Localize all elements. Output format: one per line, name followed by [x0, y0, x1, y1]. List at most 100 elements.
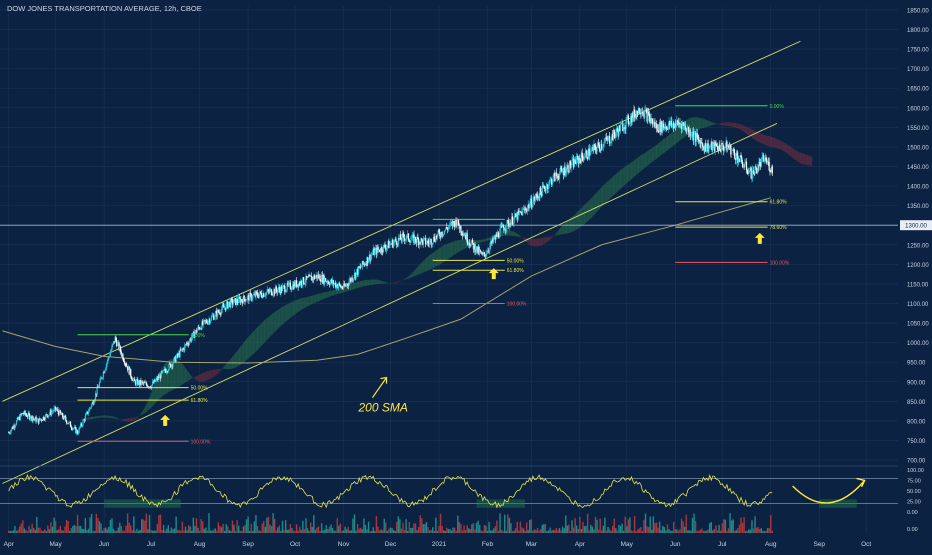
candle-body [484, 252, 485, 254]
cloud-segment [98, 416, 99, 418]
cloud-segment [306, 297, 307, 307]
candle-body [717, 146, 718, 149]
cloud-segment [448, 243, 449, 259]
volume-bar [100, 524, 101, 533]
cloud-segment [187, 370, 188, 381]
candle-body [702, 143, 703, 146]
cloud-segment [87, 417, 88, 419]
cloud-segment [488, 238, 489, 241]
cloud-segment [671, 132, 672, 147]
cloud-segment [86, 418, 87, 420]
candle-body [486, 254, 487, 255]
candle-body [535, 198, 536, 201]
candle-body [532, 206, 533, 207]
volume-bar [604, 518, 605, 533]
candle-body [10, 430, 11, 433]
candle-body [111, 350, 112, 353]
volume-bar [430, 530, 431, 533]
candle-body [761, 159, 762, 167]
candle-body [176, 357, 177, 362]
volume-bar [507, 514, 508, 533]
volume-bar [432, 527, 433, 533]
cloud-segment [708, 121, 709, 127]
volume-bar [445, 531, 446, 533]
candle-body [233, 303, 234, 305]
candle-body [609, 136, 610, 143]
time-tick-label: Mar [526, 541, 538, 548]
cloud-segment [638, 157, 639, 174]
cloud-segment [218, 369, 219, 373]
cloud-segment [568, 220, 569, 233]
candle-body [233, 299, 234, 303]
candle-body [187, 343, 188, 344]
volume-bar [208, 513, 209, 533]
volume-bar [97, 518, 98, 533]
cloud-segment [760, 133, 761, 143]
candle-body [325, 278, 326, 281]
volume-bar [183, 530, 184, 533]
cloud-segment [536, 239, 537, 247]
volume-bar [396, 522, 397, 533]
cloud-segment [437, 249, 438, 266]
volume-bar [682, 521, 683, 533]
time-tick-label: Sep [813, 541, 825, 548]
cloud-segment [706, 120, 707, 128]
cloud-segment [148, 399, 149, 410]
cloud-segment [406, 278, 407, 280]
cloud-segment [297, 299, 298, 312]
candle-body [25, 414, 26, 415]
volume-bar [21, 524, 22, 533]
candle-body [683, 123, 684, 124]
volume-bar [512, 531, 513, 533]
cloud-segment [561, 226, 562, 234]
cloud-segment [175, 360, 176, 389]
candle-body [646, 109, 647, 111]
cloud-segment [382, 281, 383, 284]
candle-body [301, 281, 302, 285]
volume-bar [556, 528, 557, 533]
cloud-segment [790, 146, 791, 156]
volume-bar [121, 526, 122, 533]
cloud-segment [431, 253, 432, 269]
candle-body [109, 356, 110, 357]
candle-body [734, 153, 735, 158]
cloud-segment [791, 147, 792, 157]
volume-bar [714, 529, 715, 533]
volume-bar [324, 530, 325, 533]
volume-bar [743, 517, 744, 533]
cloud-segment [669, 134, 670, 149]
cloud-segment [660, 142, 661, 156]
price-tick-label: 750.00 [907, 439, 926, 445]
cloud-segment [226, 363, 227, 369]
volume-bar [477, 521, 478, 533]
candle-body [124, 361, 125, 363]
candle-body [43, 417, 44, 420]
cloud-segment [358, 281, 359, 287]
volume-bar [590, 525, 591, 533]
cloud-segment [57, 427, 58, 428]
cloud-segment [563, 225, 564, 235]
volume-bar [595, 517, 596, 533]
candle-body [622, 123, 623, 131]
volume-bar [330, 525, 331, 533]
candle-body [513, 223, 514, 225]
cloud-segment [666, 137, 667, 151]
candle-body [334, 284, 335, 285]
cloud-segment [598, 190, 599, 210]
cloud-segment [242, 344, 243, 364]
cloud-segment [117, 418, 118, 419]
volume-bar [132, 530, 133, 533]
cloud-segment [229, 361, 230, 370]
osc-tick-label: 25.00 [907, 500, 921, 506]
cloud-segment [596, 192, 597, 212]
cloud-segment [447, 244, 448, 260]
volume-bar [190, 527, 191, 533]
volume-bar [551, 530, 552, 533]
volume-bar [222, 524, 223, 533]
cloud-segment [272, 313, 273, 334]
cloud-segment [545, 237, 546, 243]
cloud-segment [535, 239, 536, 247]
cloud-segment [691, 118, 692, 133]
volume-bar [236, 520, 237, 533]
candle-body [258, 295, 259, 298]
